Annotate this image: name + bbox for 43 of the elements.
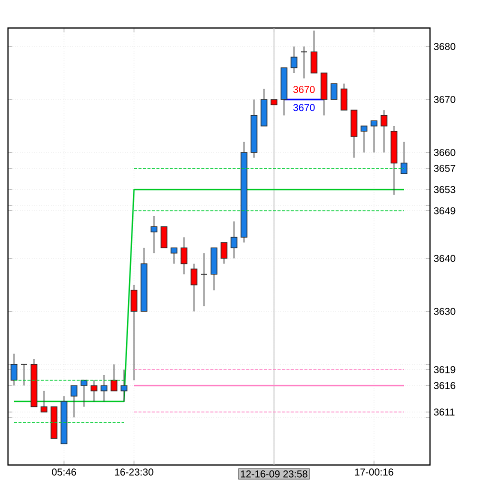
y-tick-label: 3630: [434, 308, 456, 315]
candlestick: [160, 226, 168, 248]
y-tick-label: 3670: [434, 96, 456, 104]
candlestick: [380, 110, 388, 153]
annotation: 3670: [293, 104, 315, 112]
candlestick: [20, 364, 28, 386]
candlestick: [300, 46, 308, 79]
candlestick: [80, 380, 88, 408]
candlestick: [110, 364, 118, 392]
y-tick-label: 3640: [434, 254, 456, 262]
candlestick: [120, 369, 128, 402]
candlestick: [40, 390, 48, 412]
x-tick-label: 17-00:16: [355, 468, 394, 476]
candlestick: [10, 353, 18, 386]
candlestick: [200, 252, 208, 306]
candlestick: [150, 216, 158, 254]
candlestick: [330, 83, 338, 100]
y-tick-label: 3649: [434, 207, 456, 214]
y-tick-label: 3619: [434, 366, 456, 374]
candlestick: [220, 242, 228, 264]
candlestick: [360, 126, 368, 153]
candlestick: [70, 385, 78, 418]
x-tick-label: 05:46: [52, 468, 76, 476]
y-tick-label: 3611: [434, 408, 454, 416]
candlestick: [90, 380, 98, 402]
candlestick: [290, 46, 298, 74]
candlestick: [130, 284, 138, 381]
y-tick-label: 3660: [434, 148, 456, 156]
candlestick: [370, 120, 378, 153]
candlestick: [400, 141, 408, 174]
candlestick: [100, 374, 108, 402]
candlestick: [310, 30, 318, 74]
candlestick: [230, 220, 238, 259]
candlestick: [190, 263, 198, 312]
candlestick: [170, 247, 178, 264]
y-tick-label: 3680: [434, 43, 456, 50]
x-tick-label: 16-23:30: [115, 468, 154, 476]
annotation: 3670: [293, 86, 315, 93]
candlestick: [180, 236, 188, 275]
y-tick-label: 3616: [434, 382, 456, 390]
y-tick-label: 3657: [434, 164, 456, 172]
candlestick: [340, 83, 348, 110]
y-tick-label: 3653: [434, 186, 456, 194]
